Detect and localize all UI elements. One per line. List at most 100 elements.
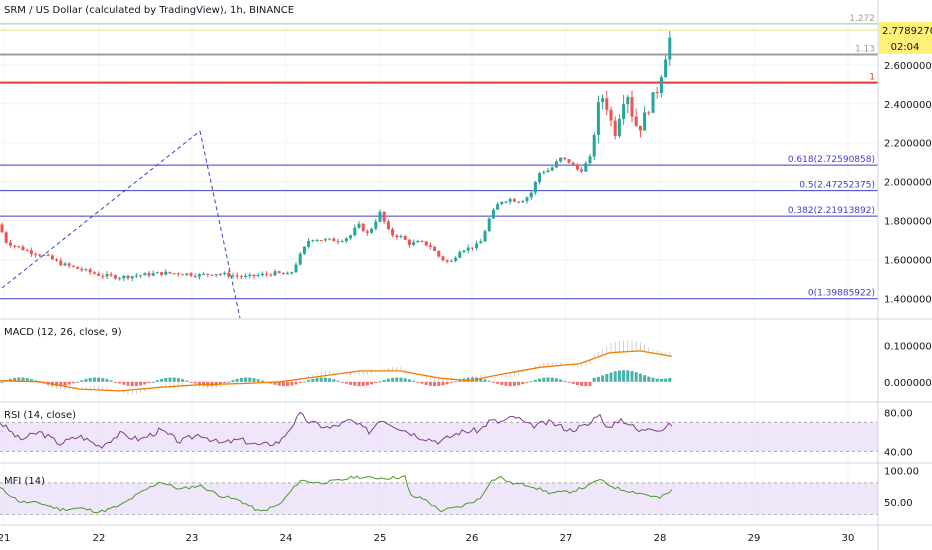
candle-body (0, 224, 4, 233)
macd-histogram-bar (109, 380, 113, 382)
macd-histogram-bar (596, 376, 600, 382)
macd-histogram-bar (479, 378, 483, 382)
candle-body (395, 235, 399, 238)
macd-histogram-bar (168, 377, 172, 382)
macd-histogram-bar (546, 377, 550, 382)
macd-histogram-bar (307, 380, 311, 382)
rsi-label[interactable]: RSI (14, close) (4, 410, 77, 421)
candle-body (407, 239, 411, 245)
macd-histogram-bar (441, 381, 445, 386)
mfi-label[interactable]: MFI (14) (4, 476, 46, 487)
macd-histogram-bar (454, 381, 458, 383)
mfi-line (0, 475, 673, 514)
macd-histogram-bar (336, 380, 340, 382)
candle-body (584, 163, 588, 172)
candle-body (97, 273, 101, 276)
mfi-axis-tick: 50.00 (884, 498, 913, 509)
time-axis-tick: 23 (186, 533, 199, 544)
fibonacci-levels: 1.272 0.618(2.72590858) 1.13 0.5(2.47252375… (0, 14, 878, 300)
candle-body (374, 221, 378, 229)
candle-body (71, 265, 75, 267)
candle-body (143, 273, 147, 276)
candle-body (353, 227, 357, 236)
macd-histogram-bar (147, 381, 151, 384)
macd-histogram-bar (483, 379, 487, 382)
macd-histogram-bar (651, 377, 655, 382)
candle-body (42, 254, 46, 256)
candle-body (605, 98, 609, 110)
candle-body (290, 272, 294, 274)
macd-histogram-bar (542, 377, 546, 382)
price-axis-tick: 1.60000000 (884, 256, 932, 267)
macd-histogram-bar (647, 376, 651, 382)
macd-histogram-bar (223, 381, 227, 384)
macd-histogram-bar (302, 381, 306, 383)
candle-body (8, 242, 12, 246)
candle-body (185, 273, 189, 275)
candle-body (622, 104, 626, 120)
macd-histogram-bar (0, 381, 4, 383)
time-axis-tick: 21 (0, 533, 10, 544)
candle-body (391, 229, 395, 236)
candle-body (538, 173, 542, 183)
candle-body (529, 192, 533, 198)
macd-histogram-bar (588, 381, 592, 386)
candle-body (38, 254, 42, 256)
macd-histogram-bar (445, 381, 449, 385)
macd-histogram-bar (655, 378, 659, 382)
candle-body (59, 260, 63, 266)
chart-title: SRM / US Dollar (calculated by TradingVi… (4, 5, 295, 16)
candle-body (109, 274, 113, 276)
macd-histogram-bar (231, 380, 235, 382)
macd-histogram-bar (101, 378, 105, 382)
candle-body (437, 250, 441, 257)
candle-body (634, 116, 638, 126)
candle-body (517, 201, 521, 203)
macd-histogram-bar (554, 378, 558, 382)
macd-histogram-bar (76, 381, 80, 383)
macd-histogram-bar (332, 379, 336, 382)
candle-body (357, 223, 361, 228)
macd-histogram-bar (97, 377, 101, 382)
candle-body (17, 246, 21, 248)
time-axis-tick: 29 (748, 533, 761, 544)
macd-histogram-bar (298, 381, 302, 384)
candle-body (647, 112, 651, 114)
candle-body (416, 241, 420, 243)
macd-histogram-bar (105, 379, 109, 382)
macd-histogram-bar (92, 377, 96, 382)
macd-histogram-bar (437, 381, 441, 387)
macd-histogram-bar (567, 381, 571, 383)
candle-body (550, 167, 554, 171)
macd-histogram-bar (584, 381, 588, 387)
macd-histogram-bar (412, 380, 416, 382)
candle-body (638, 125, 642, 131)
time-axis-tick: 30 (842, 533, 855, 544)
candle-body (92, 272, 96, 274)
macd-histogram-bar (529, 381, 533, 383)
macd-histogram-bar (315, 377, 319, 382)
macd-histogram-bar (525, 381, 529, 383)
macd-histogram-bar (181, 379, 185, 382)
candle-body (168, 271, 172, 274)
macd-histogram-bar (323, 377, 327, 382)
macd-histogram-bar (559, 379, 563, 382)
countdown-value: 02:04 (891, 42, 920, 53)
macd-histogram-bar (433, 381, 437, 387)
macd-histogram-bar (416, 381, 420, 383)
candle-body (160, 272, 164, 275)
price-axis-tick: 2.20000000 (884, 139, 932, 150)
candle-body (609, 109, 613, 121)
time-axis-tick: 28 (654, 533, 667, 544)
candle-body (244, 275, 248, 277)
candle-body (315, 240, 319, 242)
price-axis-tick: 2.00000000 (884, 178, 932, 189)
macd-label[interactable]: MACD (12, 26, close, 9) (4, 327, 122, 338)
macd-histogram-bar (349, 381, 353, 385)
candle-body (319, 240, 323, 242)
candle-body (50, 255, 54, 260)
macd-histogram-bar (176, 378, 180, 382)
candle-body (55, 259, 59, 261)
candle-body (424, 241, 428, 246)
